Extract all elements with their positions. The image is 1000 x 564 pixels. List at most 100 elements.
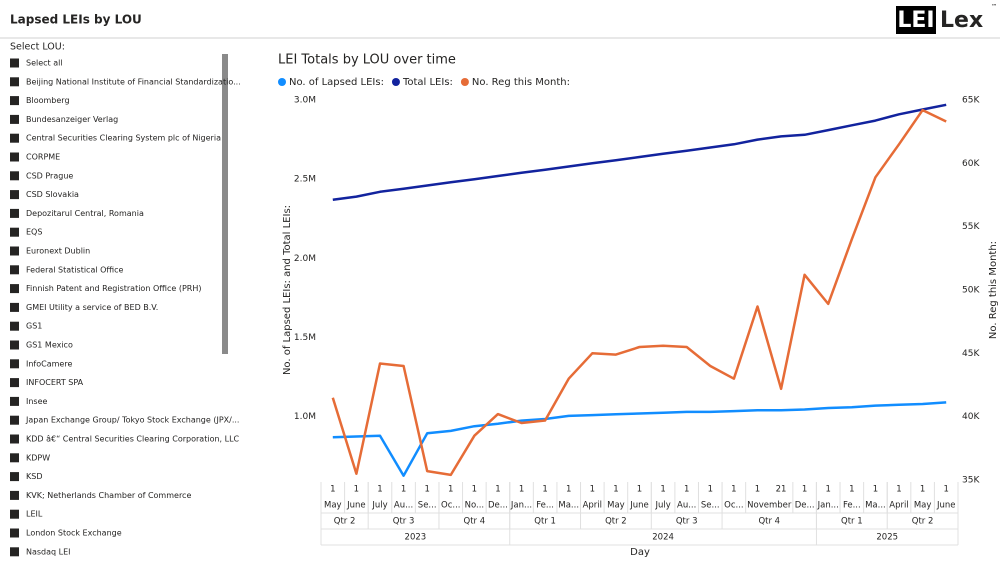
- slicer-item[interactable]: Japan Exchange Group/ Tokyo Stock Exchan…: [25, 416, 239, 425]
- checkbox[interactable]: [10, 246, 19, 256]
- x-month-label: June: [629, 501, 649, 511]
- checkbox[interactable]: [10, 321, 19, 331]
- slicer-item[interactable]: GS1 Mexico: [26, 341, 73, 350]
- slicer-item[interactable]: KSD: [26, 472, 42, 481]
- y2-tick-label: 40K: [962, 412, 980, 422]
- slicer-item[interactable]: London Stock Exchange: [26, 529, 122, 538]
- legend-label[interactable]: No. of Lapsed LEIs:: [289, 77, 384, 88]
- x-day-label: 1: [590, 485, 595, 495]
- x-day-label: 1: [731, 485, 736, 495]
- checkbox[interactable]: [10, 415, 19, 425]
- checkbox[interactable]: [10, 528, 19, 538]
- logo-left: LEI: [897, 8, 934, 33]
- checkbox[interactable]: [10, 453, 19, 463]
- slicer-item[interactable]: EQS: [26, 228, 42, 237]
- slicer-item[interactable]: KVK; Netherlands Chamber of Commerce: [26, 491, 191, 500]
- legend-marker[interactable]: [460, 78, 469, 86]
- slicer-item[interactable]: CSD Slovakia: [26, 190, 79, 199]
- y2-tick-label: 35K: [962, 476, 980, 486]
- chart-title: LEI Totals by LOU over time: [278, 53, 456, 68]
- y2-tick-label: 50K: [962, 286, 980, 296]
- slicer-item[interactable]: Bloomberg: [26, 96, 70, 105]
- y-axis-title: No. of Lapsed LEIs: and Total LEIs:: [282, 205, 293, 375]
- slicer-item[interactable]: Insee: [26, 397, 48, 406]
- checkbox[interactable]: [10, 208, 19, 218]
- legend-marker[interactable]: [391, 78, 400, 86]
- x-day-label: 1: [943, 485, 948, 495]
- checkbox[interactable]: [10, 396, 19, 406]
- checkbox[interactable]: [10, 77, 19, 87]
- slicer-item[interactable]: LEIL: [26, 510, 43, 519]
- slicer-item[interactable]: Federal Statistical Office: [26, 265, 124, 274]
- x-month-label: June: [936, 501, 956, 511]
- slicer-item[interactable]: KDD â€“ Central Securities Clearing Corp…: [26, 435, 240, 444]
- x-day-label: 1: [849, 485, 854, 495]
- x-day-label: 1: [495, 485, 500, 495]
- x-day-label: 1: [613, 485, 618, 495]
- checkbox[interactable]: [10, 340, 19, 350]
- checkbox[interactable]: [10, 302, 19, 312]
- slicer-item[interactable]: Beijing National Institute of Financial …: [26, 77, 241, 86]
- x-quarter-label: Qtr 3: [676, 517, 698, 527]
- checkbox[interactable]: [10, 265, 19, 275]
- x-quarter-label: Qtr 1: [841, 517, 863, 527]
- checkbox[interactable]: [10, 284, 19, 294]
- checkbox[interactable]: [10, 434, 19, 444]
- slicer-item[interactable]: CSD Prague: [26, 171, 73, 180]
- slicer-title: Select LOU:: [10, 42, 65, 53]
- scrollbar[interactable]: [222, 54, 228, 354]
- x-day-label: 1: [377, 485, 382, 495]
- checkbox[interactable]: [10, 171, 19, 181]
- slicer-item[interactable]: KDPW: [26, 453, 50, 462]
- x-month-label: April: [889, 501, 908, 511]
- x-day-label: 1: [802, 485, 807, 495]
- x-day-label: 1: [708, 485, 713, 495]
- x-month-label: Fe...: [843, 501, 861, 511]
- x-month-label: May: [324, 501, 342, 511]
- legend-label[interactable]: No. Reg this Month:: [472, 77, 570, 88]
- page-title: Lapsed LEIs by LOU: [10, 13, 142, 27]
- checkbox[interactable]: [10, 490, 19, 500]
- slicer-item[interactable]: Select all: [26, 59, 63, 68]
- slicer-item[interactable]: Nasdaq LEI: [26, 547, 71, 556]
- legend-marker[interactable]: [278, 78, 286, 86]
- slicer-item[interactable]: GS1: [26, 322, 42, 331]
- x-month-label: July: [654, 501, 670, 511]
- checkbox[interactable]: [10, 472, 19, 482]
- slicer-item[interactable]: Depozitarul Central, Romania: [26, 209, 144, 218]
- checkbox[interactable]: [10, 378, 19, 388]
- x-day-label: 1: [566, 485, 571, 495]
- x-month-label: November: [747, 501, 792, 511]
- slicer-item[interactable]: Bundesanzeiger Verlag: [26, 115, 118, 124]
- legend-label[interactable]: Total LEIs:: [402, 77, 453, 88]
- x-month-label: Ma...: [865, 501, 886, 511]
- x-day-label: 1: [330, 485, 335, 495]
- checkbox[interactable]: [10, 152, 19, 162]
- checkbox[interactable]: [10, 547, 19, 557]
- checkbox[interactable]: [10, 96, 19, 106]
- checkbox[interactable]: [10, 133, 19, 143]
- x-day-label: 1: [637, 485, 642, 495]
- slicer-item[interactable]: Euronext Dublin: [26, 247, 90, 256]
- slicer-item[interactable]: GMEI Utility a service of BED B.V.: [26, 303, 158, 312]
- checkbox[interactable]: [10, 359, 19, 369]
- checkbox[interactable]: [10, 509, 19, 519]
- slicer-item[interactable]: InfoCamere: [26, 359, 72, 368]
- x-year-label: 2025: [876, 533, 898, 543]
- slicer-item[interactable]: INFOCERT SPA: [26, 378, 84, 387]
- x-axis-title: Day: [630, 547, 650, 558]
- x-month-label: April: [583, 501, 602, 511]
- slicer-item[interactable]: Central Securities Clearing System plc o…: [26, 134, 221, 143]
- series-line: [331, 108, 947, 477]
- checkbox[interactable]: [10, 190, 19, 200]
- checkbox[interactable]: [10, 58, 19, 68]
- checkbox[interactable]: [10, 114, 19, 124]
- slicer-item[interactable]: Finnish Patent and Registration Office (…: [26, 284, 201, 293]
- y2-tick-label: 45K: [962, 349, 980, 359]
- checkbox[interactable]: [10, 227, 19, 237]
- y-tick-label: 1.0M: [294, 412, 316, 422]
- slicer-item[interactable]: CORPME: [26, 153, 60, 162]
- x-quarter-label: Qtr 3: [393, 517, 415, 527]
- x-day-label: 1: [542, 485, 547, 495]
- x-year-label: 2023: [405, 533, 427, 543]
